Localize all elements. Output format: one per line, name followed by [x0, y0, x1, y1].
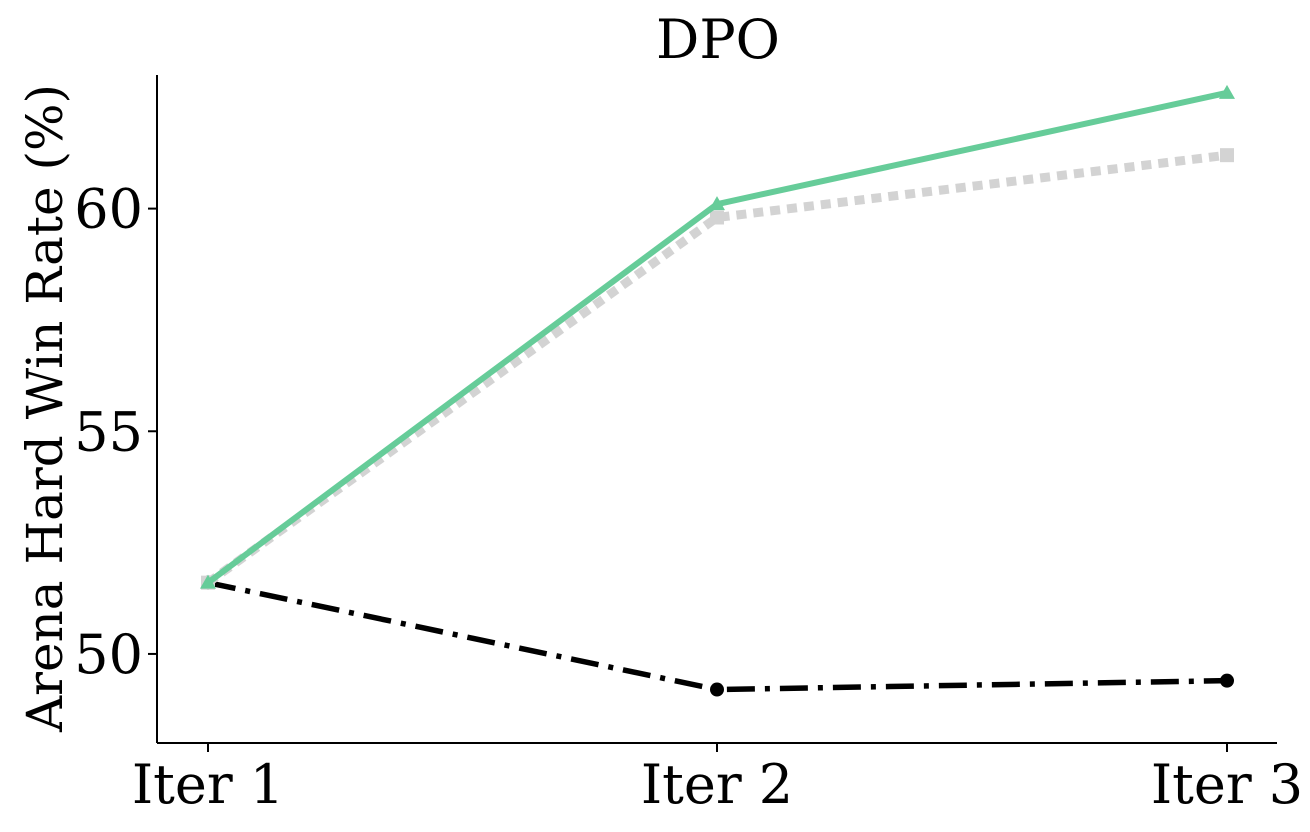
series-2-line — [205, 150, 1228, 587]
series-1-point — [1219, 84, 1235, 99]
series-layer — [200, 84, 1235, 697]
series-2-point — [710, 210, 724, 225]
ticks: 50 55 60 Iter 1 Iter 2 Iter 3 — [74, 178, 1303, 816]
series-2-point — [1220, 148, 1234, 163]
series-1-point — [200, 574, 216, 589]
series-1-point — [709, 196, 725, 211]
y-tick-label: 60 — [74, 178, 143, 241]
series-1-line — [205, 89, 1230, 586]
axes — [156, 75, 1277, 744]
series-3-point — [710, 682, 724, 697]
y-axis-label: Arena Hard Win Rate (%) — [16, 84, 74, 733]
y-tick-label: 50 — [74, 623, 143, 686]
series-3-line — [207, 579, 1228, 693]
x-tick-label: Iter 3 — [1151, 753, 1303, 816]
series-3-point — [1220, 673, 1234, 688]
x-tick-label: Iter 2 — [641, 753, 793, 816]
y-tick-label: 55 — [74, 400, 143, 463]
chart-title: DPO — [656, 8, 780, 71]
x-tick-label: Iter 1 — [132, 753, 284, 816]
